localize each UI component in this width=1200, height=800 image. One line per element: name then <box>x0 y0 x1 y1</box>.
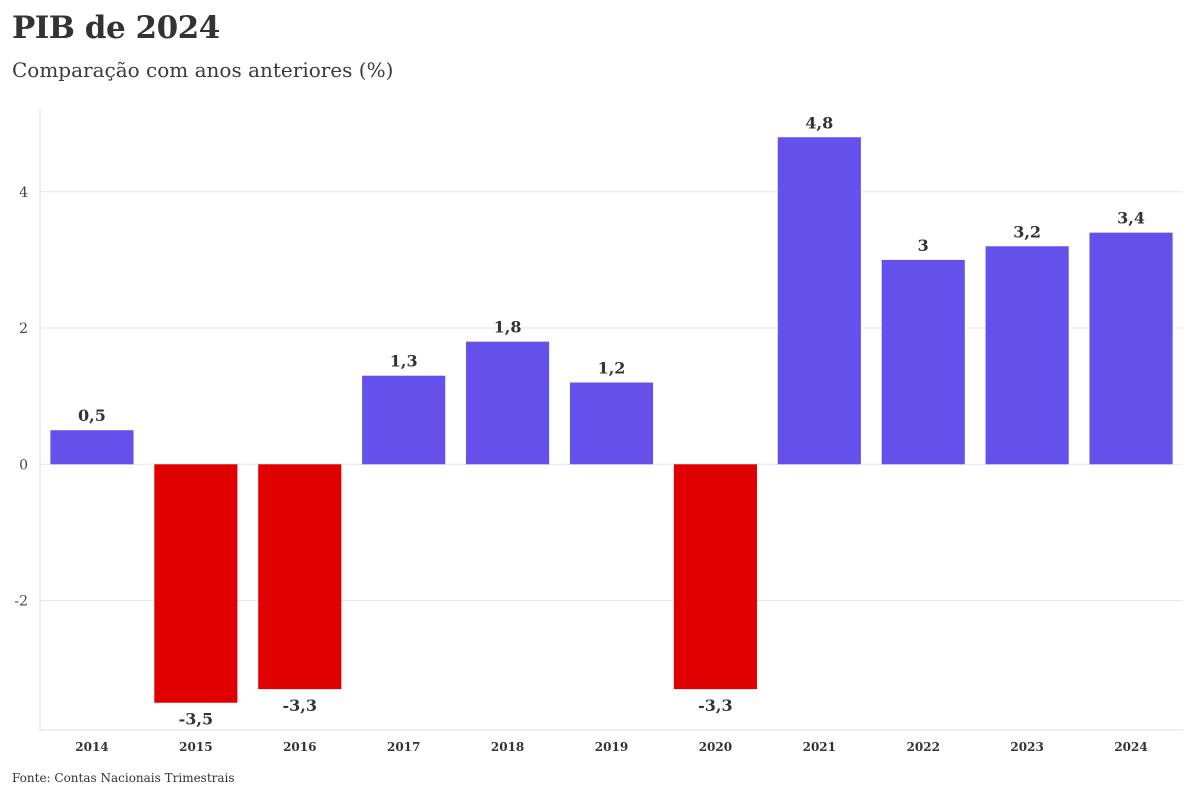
data-label: -3,3 <box>283 696 317 715</box>
x-tick-label: 2019 <box>595 740 628 754</box>
y-tick-label: -2 <box>14 594 28 610</box>
chart-title: PIB de 2024 <box>12 10 220 46</box>
chart-subtitle: Comparação com anos anteriores (%) <box>12 58 394 82</box>
y-tick-label: 2 <box>19 321 28 337</box>
x-tick-label: 2014 <box>75 740 108 754</box>
x-tick-label: 2024 <box>1114 740 1147 754</box>
source-note: Fonte: Contas Nacionais Trimestrais <box>12 771 235 785</box>
bar-2021 <box>777 137 861 465</box>
bars <box>50 137 1173 703</box>
data-label: 3 <box>918 236 929 255</box>
axes: -2 0 2 4 2014 2015 2016 2017 2018 2019 2020 2021 202… <box>14 110 1183 754</box>
bar-2024 <box>1089 232 1173 465</box>
bar-2015 <box>154 464 238 703</box>
bar-2018 <box>466 341 550 465</box>
data-label: 1,2 <box>598 359 626 378</box>
data-labels: 0,5 -3,5 -3,3 1,3 1,8 1,2 -3,3 4,8 3 3,2 3,4 <box>78 113 1145 728</box>
data-label: 1,8 <box>494 318 522 337</box>
data-label: 4,8 <box>805 113 833 132</box>
x-tick-label: 2018 <box>491 740 524 754</box>
x-tick-label: 2017 <box>387 740 420 754</box>
data-label: -3,3 <box>698 696 732 715</box>
data-label: -3,5 <box>179 710 213 729</box>
bar-2023 <box>985 246 1069 465</box>
x-tick-label: 2015 <box>179 740 212 754</box>
y-tick-label: 0 <box>19 457 28 473</box>
bar-2016 <box>258 464 342 690</box>
data-label: 1,3 <box>390 352 418 371</box>
bar-2017 <box>362 375 446 465</box>
x-tick-label: 2023 <box>1010 740 1043 754</box>
x-tick-label: 2022 <box>907 740 940 754</box>
bar-2019 <box>569 382 654 465</box>
data-label: 3,4 <box>1117 209 1145 228</box>
data-label: 3,2 <box>1013 222 1041 241</box>
bar-2022 <box>881 259 965 465</box>
bar-2014 <box>50 430 134 465</box>
x-tick-label: 2021 <box>803 740 836 754</box>
bar-2020 <box>673 464 757 690</box>
x-tick-label: 2016 <box>283 740 316 754</box>
y-tick-label: 4 <box>19 185 28 201</box>
x-tick-label: 2020 <box>699 740 732 754</box>
data-label: 0,5 <box>78 406 106 425</box>
